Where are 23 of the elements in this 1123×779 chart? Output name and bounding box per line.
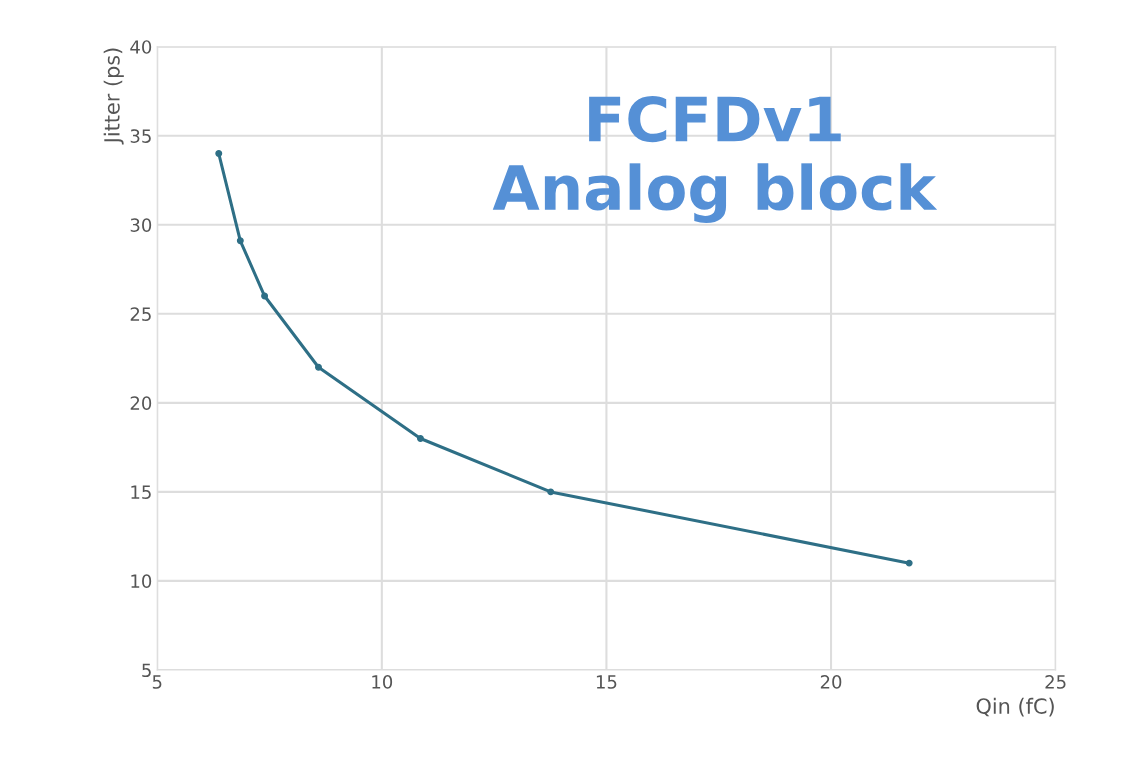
point xyxy=(215,150,223,158)
y-tick-label: 20 xyxy=(130,396,152,410)
point xyxy=(261,292,269,300)
x-tick-label: 25 xyxy=(1045,675,1066,689)
y-tick-label: 5 xyxy=(142,663,151,678)
y-tick-label: 30 xyxy=(130,218,152,232)
x-tick-label: 5 xyxy=(152,675,162,689)
point xyxy=(236,237,244,245)
y-tick-label: 15 xyxy=(131,485,151,499)
x-tick-label: 20 xyxy=(820,675,842,689)
y-axis-title: Jitter (ps) xyxy=(103,48,124,145)
x-axis-title: Qin (fC) xyxy=(976,697,1054,717)
point xyxy=(547,488,555,496)
point xyxy=(905,559,913,567)
point xyxy=(315,363,322,371)
annotation: FCFDv1 Analog block xyxy=(492,95,938,223)
point xyxy=(416,434,424,442)
y-tick-label: 35 xyxy=(130,129,151,143)
y-tick-label: 10 xyxy=(131,574,152,589)
x-tick-label: 15 xyxy=(596,675,617,689)
x-tick-label: 10 xyxy=(372,675,393,689)
y-tick-label: 40 xyxy=(130,40,152,54)
y-tick-label: 25 xyxy=(130,307,151,321)
